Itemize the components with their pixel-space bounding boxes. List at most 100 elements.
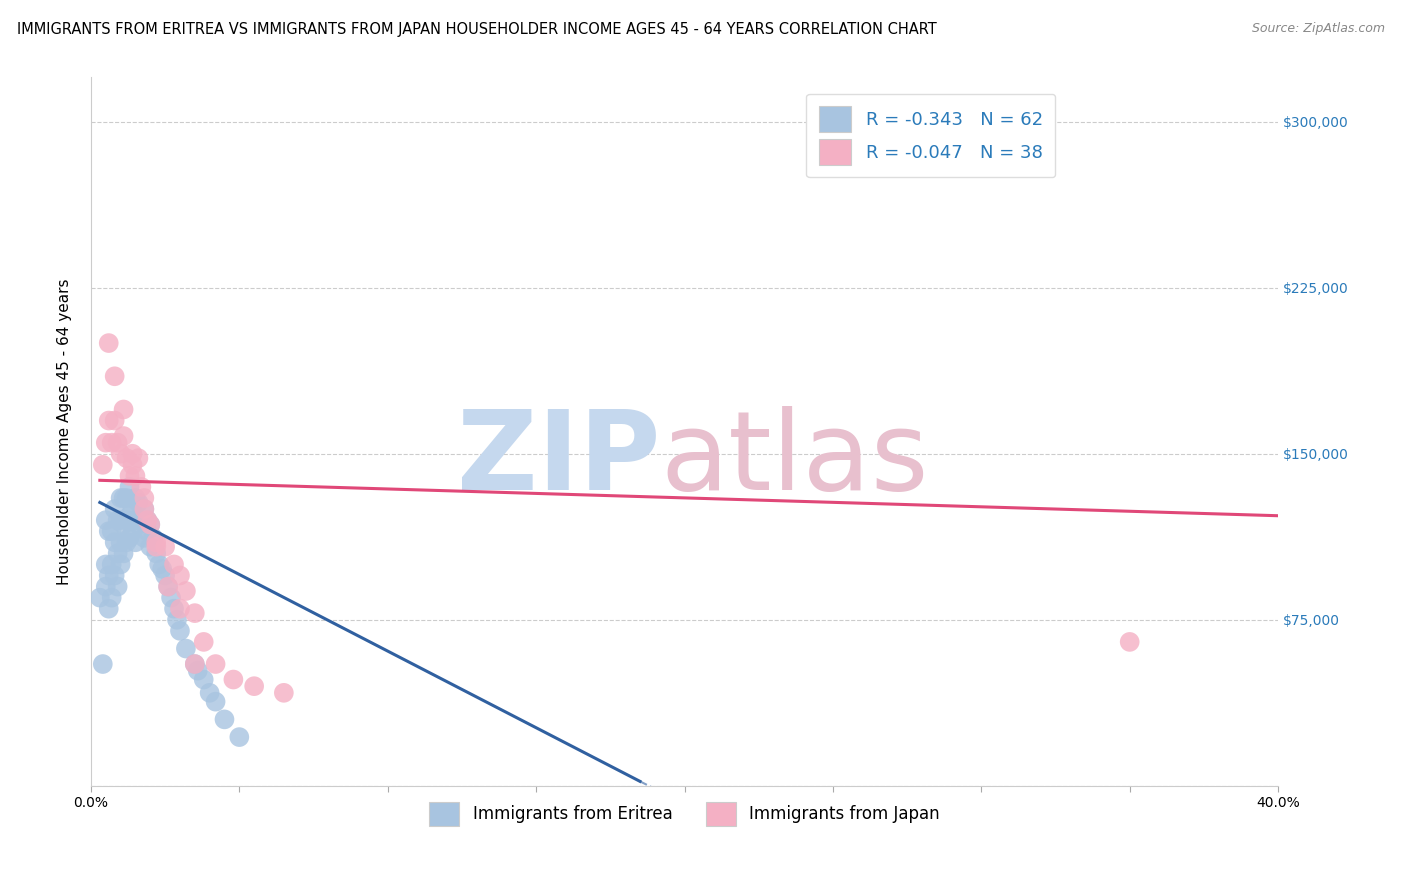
Point [204, 657, 226, 671]
Point [157, 580, 180, 594]
Point [104, 413, 127, 427]
Point [118, 469, 141, 483]
Point [104, 568, 127, 582]
Point [118, 480, 141, 494]
Point [100, 558, 122, 572]
Point [94, 558, 117, 572]
Point [228, 730, 250, 744]
Point [131, 480, 153, 494]
Point [94, 435, 117, 450]
Point [100, 435, 122, 450]
Point [115, 451, 138, 466]
Point [94, 513, 117, 527]
Point [107, 580, 129, 594]
Point [124, 513, 146, 527]
Point [121, 458, 143, 472]
Point [104, 535, 127, 549]
Point [124, 469, 146, 483]
Point [169, 568, 191, 582]
Point [100, 591, 122, 605]
Point [134, 531, 156, 545]
Point [97, 413, 120, 427]
Point [145, 540, 167, 554]
Point [148, 558, 170, 572]
Point [139, 517, 162, 532]
Point [91, 458, 114, 472]
Point [214, 712, 236, 726]
Point [97, 336, 120, 351]
Point [112, 491, 135, 505]
Point [136, 513, 159, 527]
Y-axis label: Householder Income Ages 45 - 64 years: Householder Income Ages 45 - 64 years [58, 278, 72, 585]
Point [198, 686, 221, 700]
Point [136, 513, 159, 527]
Point [184, 657, 207, 671]
Point [115, 491, 138, 505]
Point [127, 517, 149, 532]
Point [204, 695, 226, 709]
Point [112, 517, 135, 532]
Point [193, 673, 215, 687]
Point [142, 531, 165, 545]
Point [107, 513, 129, 527]
Point [184, 606, 207, 620]
Point [112, 546, 135, 560]
Point [163, 601, 186, 615]
Point [110, 558, 132, 572]
Point [118, 531, 141, 545]
Point [134, 491, 156, 505]
Point [139, 517, 162, 532]
Point [107, 435, 129, 450]
Point [97, 601, 120, 615]
Point [163, 558, 186, 572]
Point [222, 673, 245, 687]
Point [112, 429, 135, 443]
Point [110, 513, 132, 527]
Point [104, 369, 127, 384]
Point [124, 535, 146, 549]
Point [112, 402, 135, 417]
Point [134, 502, 156, 516]
Point [169, 624, 191, 638]
Legend: Immigrants from Eritrea, Immigrants from Japan: Immigrants from Eritrea, Immigrants from… [420, 794, 948, 834]
Point [174, 584, 197, 599]
Point [115, 535, 138, 549]
Text: IMMIGRANTS FROM ERITREA VS IMMIGRANTS FROM JAPAN HOUSEHOLDER INCOME AGES 45 - 64: IMMIGRANTS FROM ERITREA VS IMMIGRANTS FR… [17, 22, 936, 37]
Point [153, 540, 176, 554]
Point [174, 641, 197, 656]
Point [121, 524, 143, 539]
Point [107, 546, 129, 560]
Point [184, 657, 207, 671]
Point [145, 535, 167, 549]
Point [134, 502, 156, 516]
Point [273, 686, 295, 700]
Point [121, 502, 143, 516]
Point [150, 562, 173, 576]
Point [127, 495, 149, 509]
Point [97, 524, 120, 539]
Text: ZIP: ZIP [457, 407, 661, 514]
Point [89, 591, 111, 605]
Point [110, 535, 132, 549]
Point [94, 580, 117, 594]
Point [136, 524, 159, 539]
Point [166, 613, 188, 627]
Point [118, 508, 141, 523]
Point [1118, 635, 1140, 649]
Point [131, 513, 153, 527]
Point [110, 447, 132, 461]
Text: Source: ZipAtlas.com: Source: ZipAtlas.com [1251, 22, 1385, 36]
Point [97, 568, 120, 582]
Point [91, 657, 114, 671]
Point [104, 502, 127, 516]
Point [127, 451, 149, 466]
Point [110, 491, 132, 505]
Point [193, 635, 215, 649]
Point [139, 540, 162, 554]
Point [169, 601, 191, 615]
Point [153, 568, 176, 582]
Point [100, 524, 122, 539]
Point [115, 513, 138, 527]
Text: atlas: atlas [661, 407, 929, 514]
Point [243, 679, 266, 693]
